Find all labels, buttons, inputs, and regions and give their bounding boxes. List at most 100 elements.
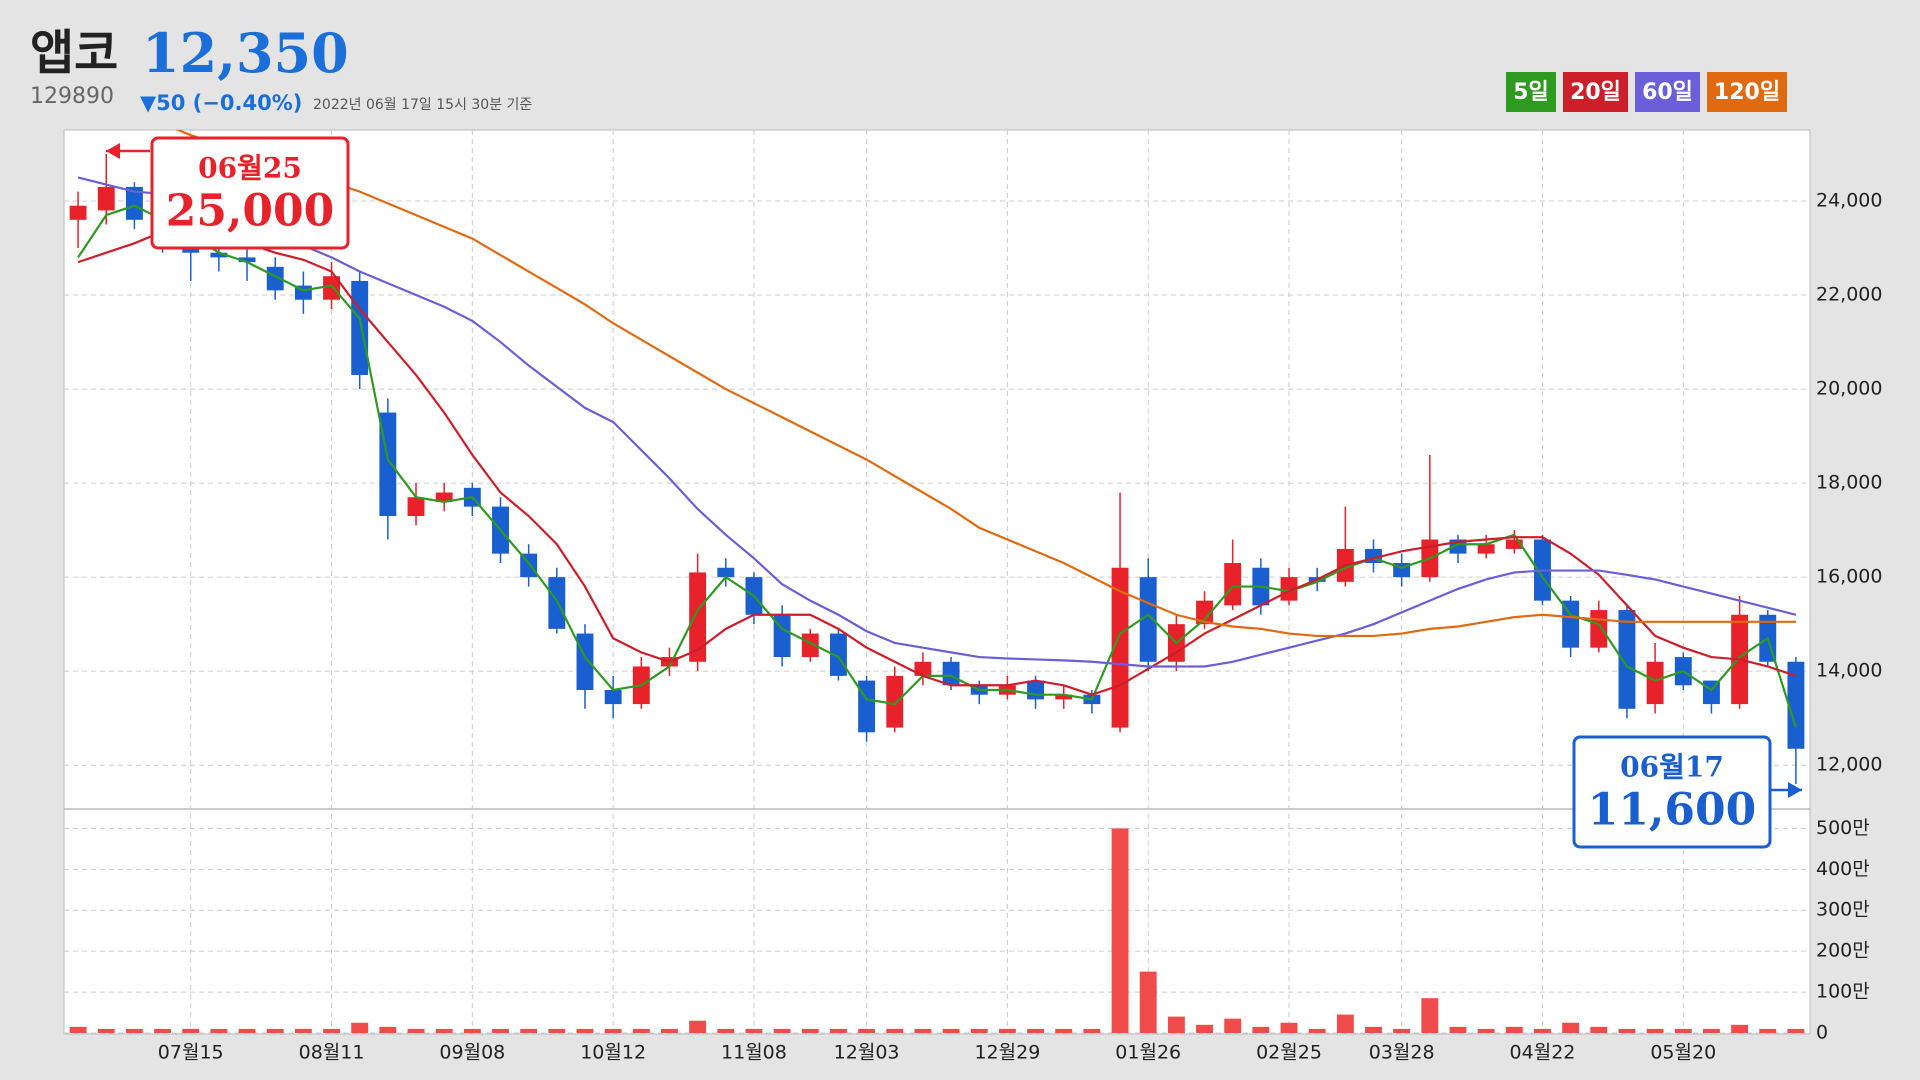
volume-bar (1759, 1028, 1777, 1033)
y-tick-label: 18,000 (1816, 472, 1882, 494)
y-tick-label: 14,000 (1816, 660, 1882, 682)
volume-bar (323, 1028, 340, 1033)
candle-body (886, 675, 904, 728)
volume-bar (1562, 1022, 1580, 1033)
volume-bar (1252, 1026, 1270, 1033)
annotation-value: 11,600 (1588, 785, 1756, 836)
x-tick-label: 09월08 (439, 1042, 505, 1064)
volume-bar (942, 1028, 960, 1033)
candle-body (351, 280, 369, 375)
volume-tick-label: 500만 (1816, 817, 1870, 839)
candle-body (1787, 661, 1805, 749)
volume-bar (886, 1028, 904, 1033)
volume-bar (1618, 1028, 1636, 1033)
volume-bar (970, 1028, 988, 1033)
volume-bar (548, 1028, 566, 1033)
volume-bar (1111, 828, 1129, 1033)
moving-average-line (175, 130, 1796, 638)
y-tick-label: 22,000 (1816, 284, 1882, 306)
annotation-box (1572, 735, 1772, 849)
candle-body (97, 186, 115, 211)
volume-bar (1224, 1018, 1242, 1033)
volume-bar (182, 1028, 200, 1033)
volume-bar (1393, 1028, 1411, 1033)
volume-bar (125, 1028, 143, 1033)
volume-bar (1590, 1026, 1608, 1033)
candle-body (1646, 661, 1664, 705)
candle-body (1505, 539, 1523, 549)
volume-bar (1308, 1028, 1326, 1033)
y-tick-label: 16,000 (1816, 566, 1882, 588)
volume-bar (1702, 1028, 1720, 1033)
legend-badge (1563, 72, 1628, 112)
candle-body (576, 633, 594, 690)
volume-bar (1787, 1028, 1805, 1033)
volume-bar (661, 1028, 678, 1033)
volume-bar (407, 1028, 425, 1033)
candle-body (1590, 610, 1608, 648)
volume-bar (632, 1028, 650, 1033)
legend: 5일 20일 60일 120일 (1506, 72, 1787, 112)
volume-bar (1055, 1028, 1073, 1033)
volume-bar (210, 1028, 228, 1033)
x-tick-label: 08월11 (299, 1042, 365, 1064)
stock-name: 앱코 (30, 25, 118, 81)
candle-body (210, 252, 228, 258)
candle-body (1027, 680, 1045, 700)
candle-body (801, 633, 819, 658)
volume-bar (576, 1028, 594, 1033)
x-tick-label: 10월12 (580, 1042, 646, 1064)
candle-body (1055, 694, 1073, 700)
candle-body (689, 572, 707, 662)
candle-body (1139, 577, 1157, 662)
candle-body (858, 680, 876, 733)
volume-bar (998, 1028, 1016, 1033)
x-tick-label: 03월28 (1369, 1042, 1435, 1064)
candle-body (1196, 600, 1213, 625)
candle-body (323, 276, 340, 300)
x-tick-label: 05월20 (1650, 1042, 1716, 1064)
legend-badge (1707, 72, 1787, 112)
volume-tick-label: 200만 (1816, 940, 1870, 962)
volume-bar (773, 1028, 791, 1033)
candle-body (1477, 544, 1495, 554)
volume-bar (1646, 1028, 1664, 1033)
volume-bar (69, 1026, 87, 1033)
x-tick-label: 12월29 (974, 1042, 1040, 1064)
candle-body (238, 257, 256, 263)
x-tick-label: 11월08 (721, 1042, 787, 1064)
plot-area (63, 129, 1811, 1035)
volume-bar (1280, 1022, 1298, 1033)
legend-badge (1635, 72, 1700, 112)
volume-bar (1477, 1028, 1495, 1033)
volume-bar (801, 1028, 819, 1033)
candle-body (717, 567, 735, 578)
volume-bar (1083, 1028, 1101, 1033)
candle-body (1618, 610, 1636, 709)
volume-tick-label: 400만 (1816, 858, 1870, 880)
candle-body (1280, 577, 1298, 601)
volume-bar (1167, 1016, 1185, 1033)
volume-bar (351, 1022, 369, 1033)
volume-bar (379, 1026, 397, 1033)
volume-bar (829, 1028, 847, 1033)
volume-bar (689, 1020, 707, 1033)
volume-bar (717, 1028, 735, 1033)
candle-body (1562, 600, 1580, 648)
volume-tick-label: 100만 (1816, 981, 1870, 1003)
volume-bar (520, 1028, 538, 1033)
annotation-arrowhead (106, 143, 120, 159)
candle-body (604, 689, 622, 705)
volume-bar (1336, 1014, 1354, 1033)
volume-bar (914, 1028, 932, 1033)
candle-body (942, 661, 960, 686)
volume-bar (492, 1028, 509, 1033)
volume-bar (1027, 1028, 1045, 1033)
volume-bar (1534, 1028, 1551, 1033)
y-tick-label: 24,000 (1816, 189, 1882, 211)
volume-bar (1505, 1026, 1523, 1033)
volume-bar (1449, 1026, 1467, 1033)
stock-code: 129890 (30, 84, 114, 109)
legend-label: 5일 (1513, 80, 1549, 105)
volume-bar (463, 1028, 481, 1033)
